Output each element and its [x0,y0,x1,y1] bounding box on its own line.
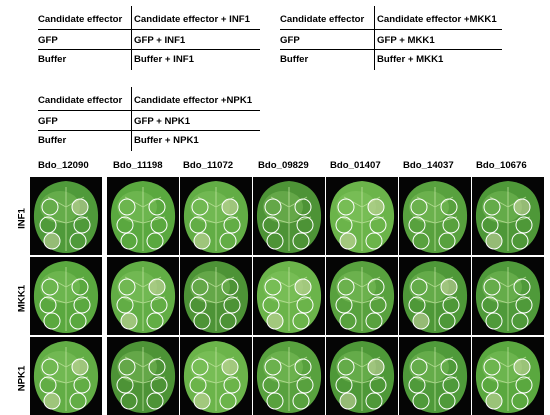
leaf-photo [326,177,398,255]
table-rule [38,130,260,131]
leaf-photo [107,257,179,335]
column-label: Bdo_14037 [403,160,454,171]
table-rule [38,110,260,111]
leaf-photo [180,337,252,415]
leaf-photo [326,257,398,335]
table-header-cell: Candidate effector [280,14,365,25]
legend-table-mkk1: Candidate effector Candidate effector +M… [280,6,502,70]
leaf-photo [399,337,471,415]
table-cell: GFP [280,35,300,46]
row-label: INF1 [16,208,28,229]
leaf-photo [253,177,325,255]
leaf-photo [180,177,252,255]
leaf-photo [180,257,252,335]
leaf-photo [399,257,471,335]
table-cell: GFP + MKK1 [377,35,435,46]
table-cell: GFP [38,35,58,46]
leaf-photo [107,177,179,255]
table-rule [38,29,260,30]
leaf-photo [30,257,102,335]
column-label: Bdo_11072 [183,160,234,171]
leaf-photo [472,257,544,335]
table-cell: Buffer [38,135,67,146]
row-label: NPK1 [16,365,28,392]
table-divider [131,87,132,151]
table-header-cell: Candidate effector +NPK1 [134,95,253,106]
table-cell: Buffer [38,54,67,65]
column-label: Bdo_12090 [38,160,89,171]
leaf-photo [30,337,102,415]
table-header-cell: Candidate effector [38,95,123,106]
leaf-photo [399,177,471,255]
table-rule [38,49,260,50]
column-label: Bdo_09829 [258,160,309,171]
column-label: Bdo_11198 [113,160,163,171]
legend-table-npk1: Candidate effector Candidate effector +N… [38,87,260,151]
table-cell: GFP + INF1 [134,35,186,46]
table-cell: GFP [38,116,58,127]
column-label: Bdo_10676 [476,160,527,171]
leaf-photo [253,337,325,415]
table-cell: Buffer + INF1 [134,54,194,65]
table-rule [280,29,502,30]
table-header-cell: Candidate effector +MKK1 [377,14,497,25]
leaf-photo [30,177,102,255]
leaf-photo [326,337,398,415]
table-rule [280,49,502,50]
table-cell: GFP + NPK1 [134,116,191,127]
table-header-cell: Candidate effector + INF1 [134,14,250,25]
table-divider [131,6,132,70]
table-divider [374,6,375,70]
table-cell: Buffer + NPK1 [134,135,199,146]
table-header-cell: Candidate effector [38,14,123,25]
leaf-photo [107,337,179,415]
leaf-photo [253,257,325,335]
table-cell: Buffer + MKK1 [377,54,444,65]
column-label: Bdo_01407 [330,160,381,171]
leaf-photo [472,337,544,415]
legend-table-inf1: Candidate effector Candidate effector + … [38,6,260,70]
table-cell: Buffer [280,54,309,65]
leaf-photo [472,177,544,255]
row-label: MKK1 [16,284,28,313]
